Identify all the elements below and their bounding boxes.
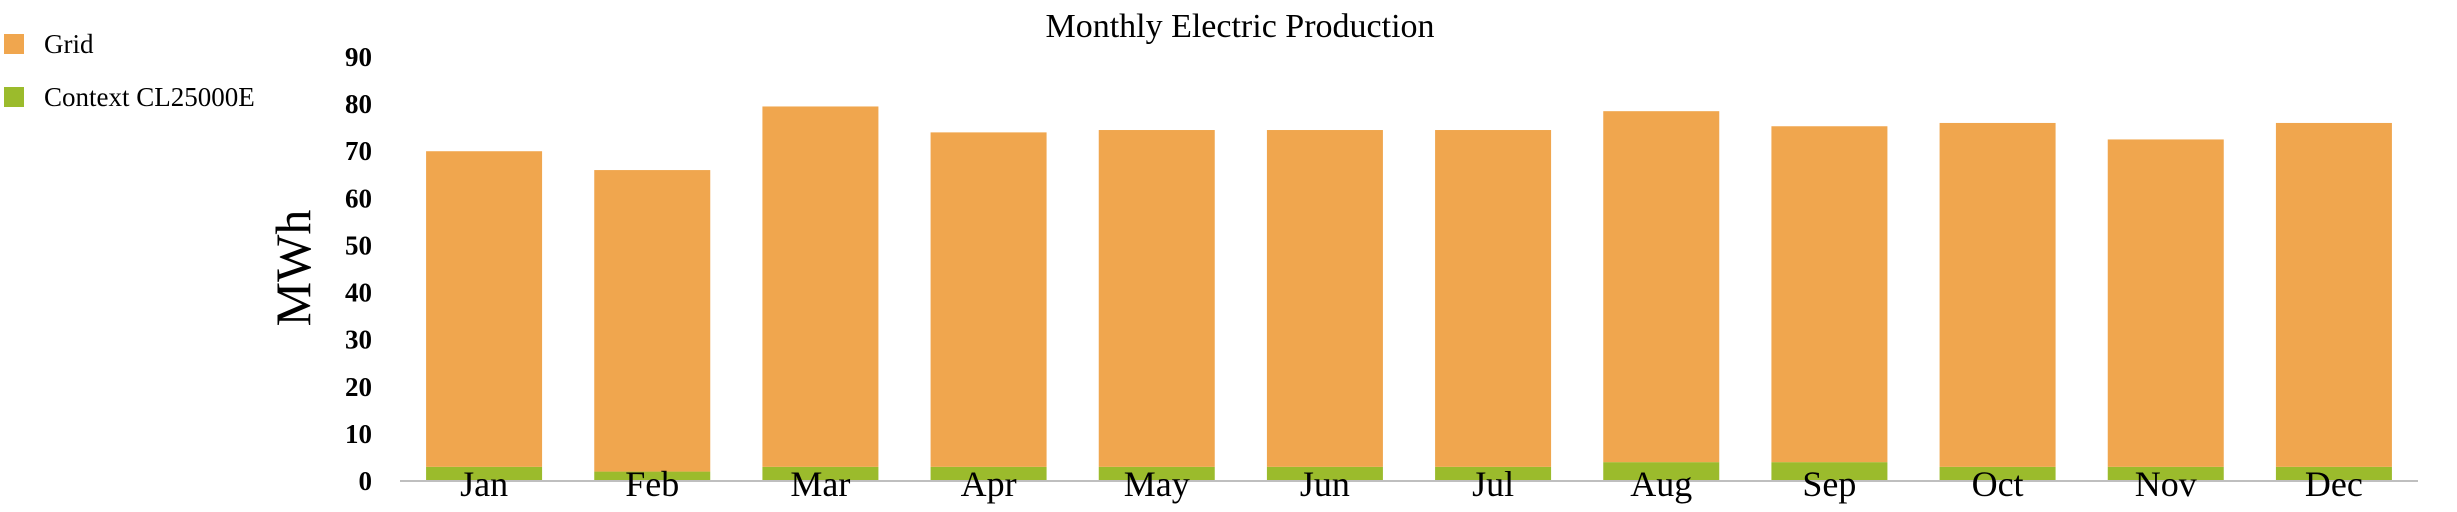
- x-tick-label: Oct: [1972, 464, 2024, 504]
- x-tick-label: Apr: [961, 464, 1017, 504]
- bar-grid-sep: [1771, 126, 1888, 463]
- legend-swatch-context: [4, 87, 24, 107]
- bar-grid-jun: [1266, 130, 1383, 467]
- bar-context-dec: [2275, 466, 2392, 481]
- x-tick-label: Aug: [1630, 464, 1692, 504]
- x-tick-label: Nov: [2135, 464, 2197, 504]
- chart-title: Monthly Electric Production: [1045, 8, 1434, 45]
- bar-context-jun: [1266, 466, 1383, 481]
- x-tick-label: Jan: [460, 464, 508, 504]
- x-tick-label: Sep: [1802, 464, 1856, 504]
- y-tick-label: 50: [345, 230, 372, 260]
- x-tick-label: Mar: [790, 464, 850, 504]
- y-tick-label: 20: [345, 372, 372, 402]
- y-axis-ticks: 0 10 20 30 40 50 60 70 80 90: [345, 42, 372, 496]
- x-tick-label: Jun: [1300, 464, 1350, 504]
- y-tick-label: 60: [345, 183, 372, 213]
- y-tick-label: 70: [345, 136, 372, 166]
- bar-grid-nov: [2107, 139, 2224, 467]
- bar-grid-feb: [594, 170, 711, 472]
- bar-context-jan: [426, 466, 543, 481]
- legend-label-context: Context CL25000E: [44, 82, 255, 112]
- y-tick-label: 30: [345, 325, 372, 355]
- bar-grid-jan: [426, 151, 543, 467]
- bar-context-jul: [1435, 466, 1552, 481]
- x-tick-label: Dec: [2305, 464, 2363, 504]
- bar-context-nov: [2107, 466, 2224, 481]
- y-tick-label: 80: [345, 89, 372, 119]
- bar-grid-may: [1098, 130, 1215, 467]
- y-tick-label: 10: [345, 419, 372, 449]
- legend-label-grid: Grid: [44, 29, 94, 59]
- legend-swatch-grid: [4, 34, 24, 54]
- bar-grid-oct: [1939, 122, 2056, 467]
- y-axis-label: MWh: [265, 210, 321, 327]
- bar-context-apr: [930, 466, 1047, 481]
- x-tick-label: May: [1124, 464, 1190, 504]
- x-tick-label: Jul: [1472, 464, 1514, 504]
- x-axis-labels: Jan Feb Mar Apr May Jun Jul Aug Sep Oct Nov Dec: [460, 464, 2363, 504]
- y-tick-label: 40: [345, 278, 372, 308]
- legend: Grid Context CL25000E: [4, 29, 255, 112]
- bar-grid-dec: [2275, 122, 2392, 467]
- bar-context-oct: [1939, 466, 2056, 481]
- bar-context-mar: [762, 466, 879, 481]
- bar-context-sep: [1771, 462, 1888, 481]
- y-tick-label: 90: [345, 42, 372, 72]
- x-tick-label: Feb: [625, 464, 679, 504]
- bars: [426, 106, 2392, 481]
- bar-context-may: [1098, 466, 1215, 481]
- bar-context-feb: [594, 471, 711, 481]
- bar-grid-aug: [1603, 111, 1720, 463]
- bar-grid-apr: [930, 132, 1047, 467]
- y-tick-label: 0: [359, 466, 373, 496]
- bar-grid-jul: [1435, 130, 1552, 467]
- bar-grid-mar: [762, 106, 879, 467]
- bar-context-aug: [1603, 462, 1720, 481]
